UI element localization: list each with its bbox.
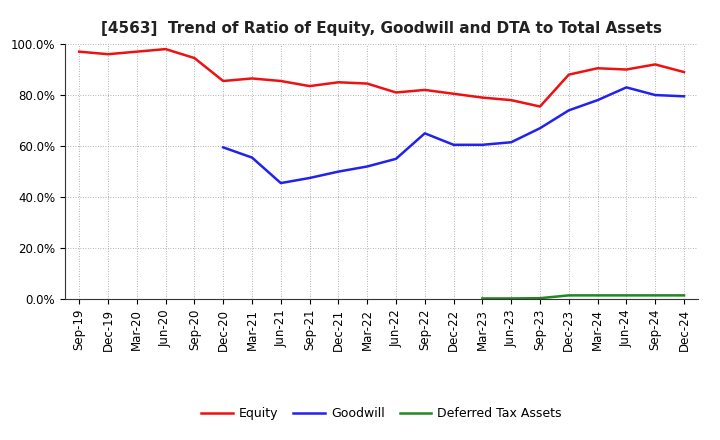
- Equity: [680, 70, 688, 75]
- Line: Deferred Tax Assets: Deferred Tax Assets: [482, 295, 684, 298]
- Equity: [190, 55, 199, 61]
- Equity: [334, 80, 343, 85]
- Deferred Tax Assets: [507, 296, 516, 301]
- Equity: [305, 84, 314, 89]
- Equity: [420, 87, 429, 92]
- Goodwill: [622, 85, 631, 90]
- Goodwill: [680, 94, 688, 99]
- Equity: [75, 49, 84, 54]
- Goodwill: [248, 155, 256, 160]
- Goodwill: [651, 92, 660, 98]
- Goodwill: [536, 125, 544, 131]
- Equity: [276, 78, 285, 84]
- Goodwill: [420, 131, 429, 136]
- Deferred Tax Assets: [622, 293, 631, 298]
- Line: Equity: Equity: [79, 49, 684, 106]
- Goodwill: [392, 156, 400, 161]
- Equity: [104, 51, 112, 57]
- Goodwill: [276, 180, 285, 186]
- Goodwill: [219, 145, 228, 150]
- Goodwill: [507, 139, 516, 145]
- Title: [4563]  Trend of Ratio of Equity, Goodwill and DTA to Total Assets: [4563] Trend of Ratio of Equity, Goodwil…: [101, 21, 662, 36]
- Goodwill: [334, 169, 343, 174]
- Line: Goodwill: Goodwill: [223, 88, 684, 183]
- Legend: Equity, Goodwill, Deferred Tax Assets: Equity, Goodwill, Deferred Tax Assets: [197, 403, 567, 425]
- Goodwill: [478, 142, 487, 147]
- Equity: [564, 72, 573, 77]
- Goodwill: [305, 175, 314, 180]
- Equity: [392, 90, 400, 95]
- Equity: [536, 104, 544, 109]
- Goodwill: [449, 142, 458, 147]
- Deferred Tax Assets: [478, 296, 487, 301]
- Deferred Tax Assets: [680, 293, 688, 298]
- Goodwill: [564, 108, 573, 113]
- Deferred Tax Assets: [564, 293, 573, 298]
- Equity: [161, 47, 170, 52]
- Goodwill: [593, 98, 602, 103]
- Equity: [449, 91, 458, 96]
- Equity: [651, 62, 660, 67]
- Equity: [593, 66, 602, 71]
- Equity: [132, 49, 141, 54]
- Equity: [248, 76, 256, 81]
- Deferred Tax Assets: [651, 293, 660, 298]
- Equity: [478, 95, 487, 100]
- Goodwill: [363, 164, 372, 169]
- Equity: [219, 78, 228, 84]
- Deferred Tax Assets: [536, 296, 544, 301]
- Equity: [507, 98, 516, 103]
- Equity: [363, 81, 372, 86]
- Deferred Tax Assets: [593, 293, 602, 298]
- Equity: [622, 67, 631, 72]
